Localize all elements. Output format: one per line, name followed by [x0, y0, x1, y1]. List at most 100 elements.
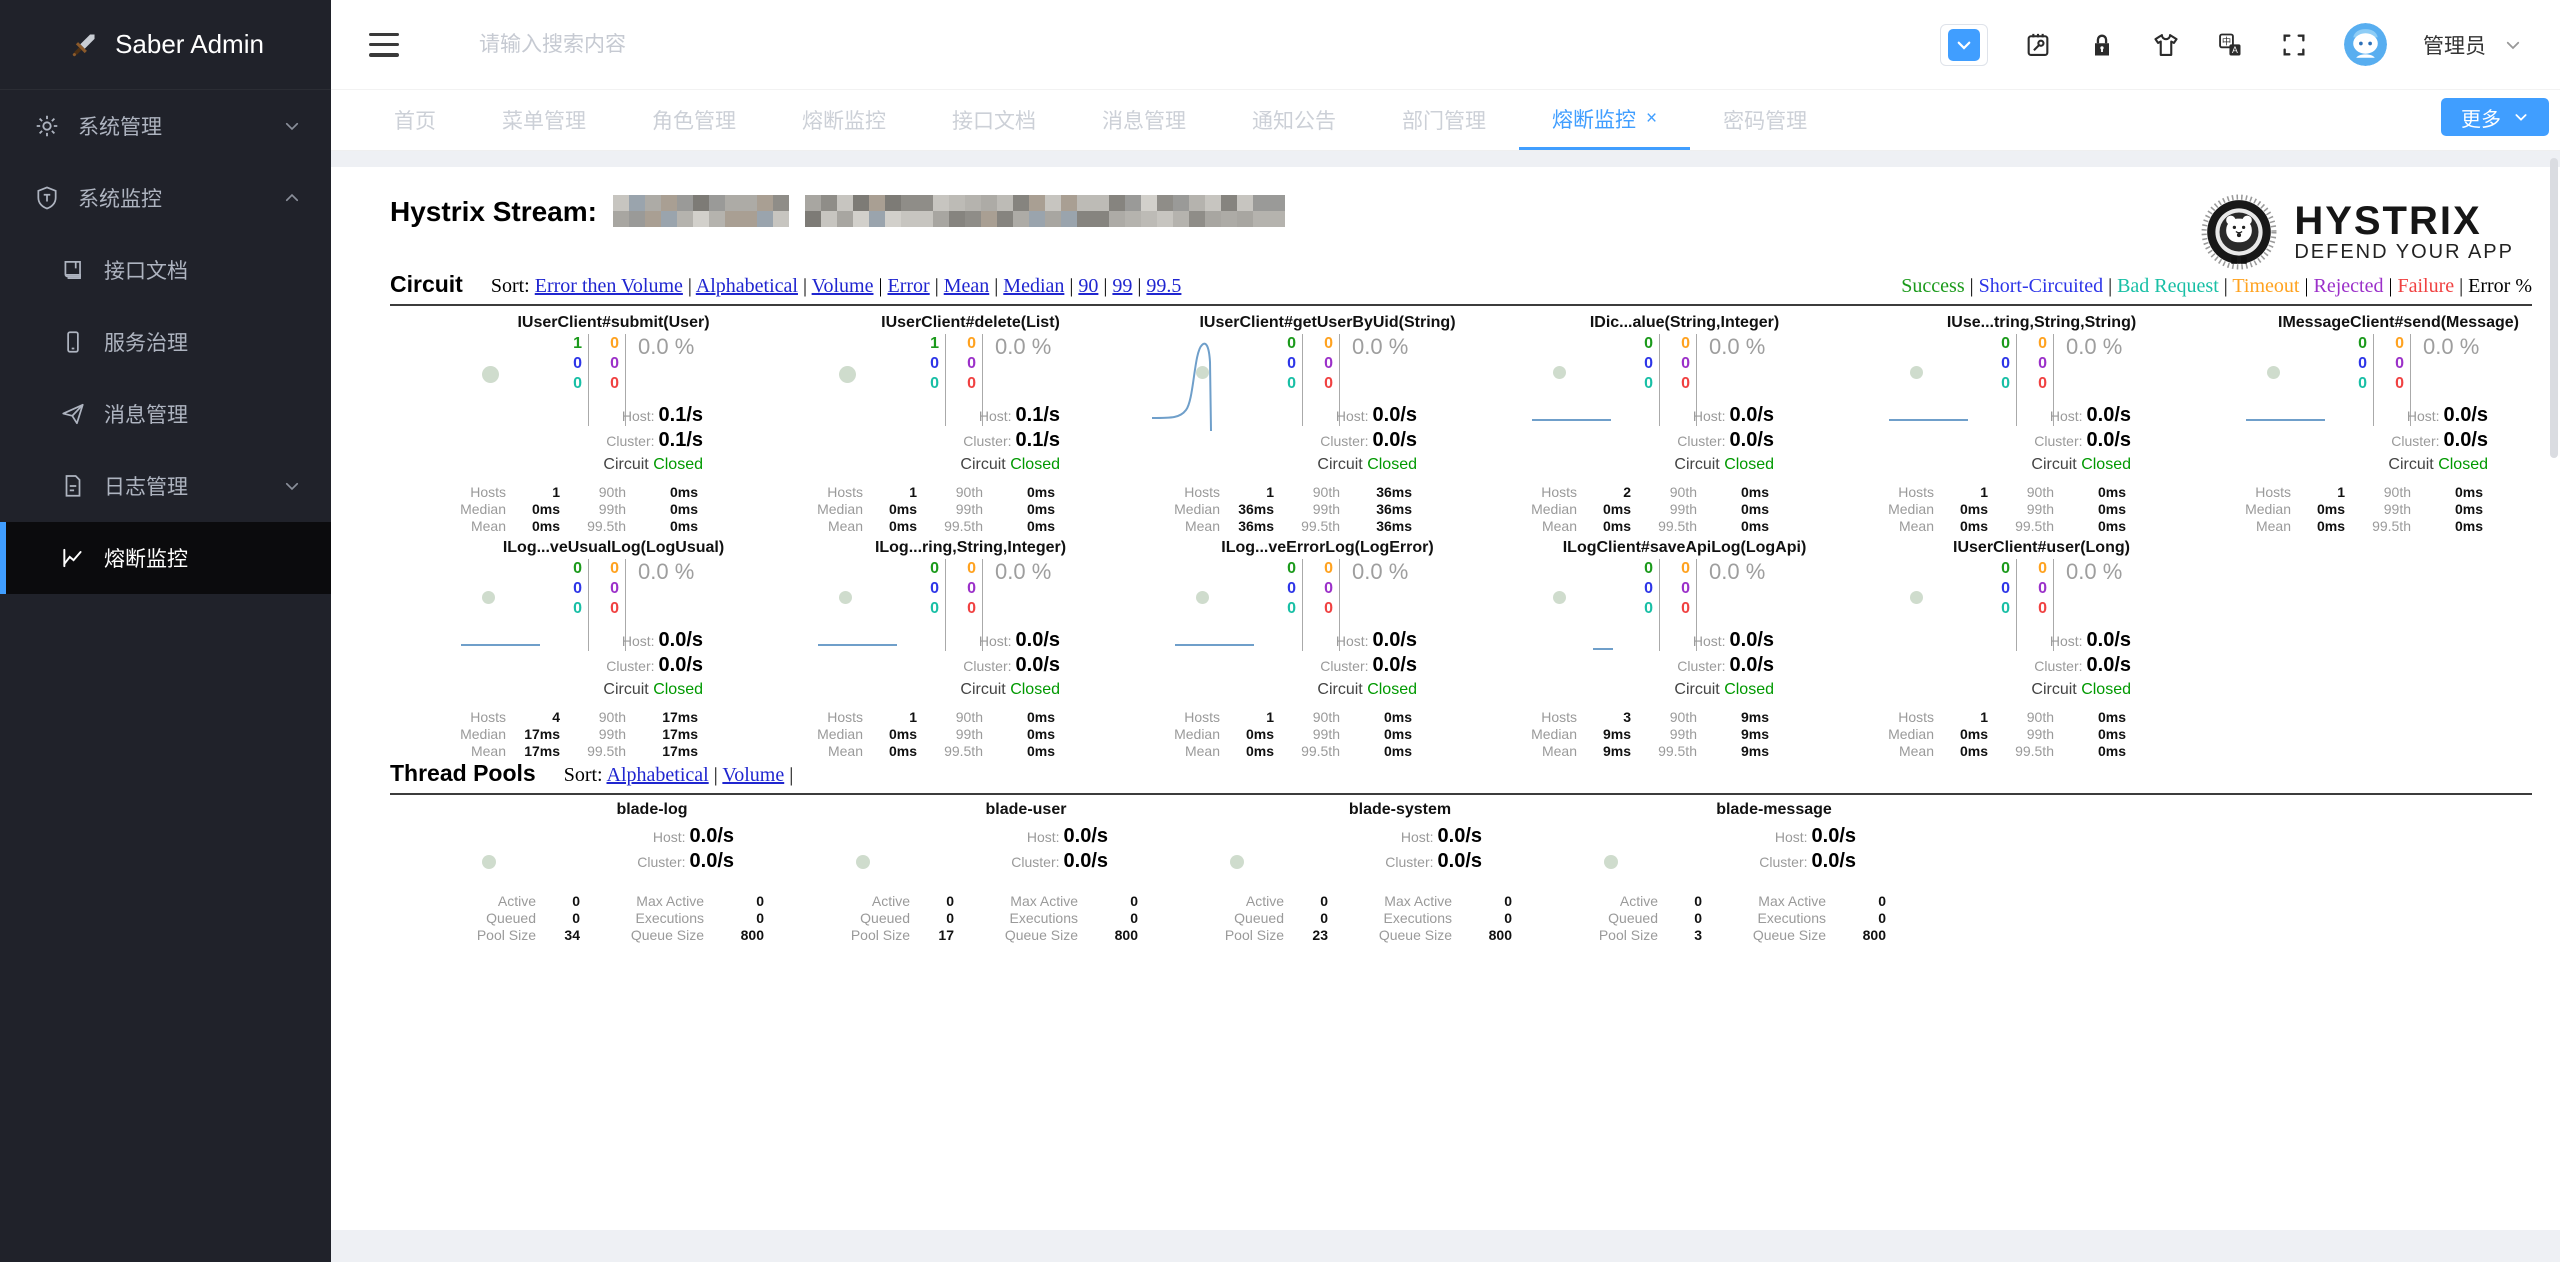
success-count: 0 [930, 560, 939, 577]
sort-link[interactable]: 90 [1078, 275, 1099, 297]
tab-item[interactable]: 密码管理 [1690, 90, 1840, 150]
sidebar: Saber Admin 系统管理 系统监控 接口文档 服务治理 消息管理 日志管理 熔断监控 [0, 0, 331, 1262]
sparkline [2246, 419, 2325, 421]
sidebar-item-system-monitor[interactable]: 系统监控 [0, 162, 331, 234]
sort-link[interactable]: Error [887, 275, 930, 297]
circuit-name: IUserClient#getUserByUid(String) [1199, 314, 1456, 331]
tab-item[interactable]: 菜单管理 [469, 90, 619, 150]
sort-link[interactable]: Mean [943, 275, 990, 297]
sidebar-item-message-management[interactable]: 消息管理 [0, 378, 331, 450]
sidebar-item-label: 消息管理 [104, 404, 188, 427]
success-count: 0 [2358, 335, 2367, 352]
chevron-down-icon[interactable] [2504, 36, 2522, 54]
search-input[interactable] [479, 32, 939, 57]
bad-request-count: 0 [2358, 375, 2367, 392]
legend: Success | Short-Circuited | Bad Request … [1901, 275, 2532, 297]
failure-count: 0 [967, 600, 976, 617]
lock-icon[interactable] [2088, 31, 2116, 59]
rejected-count: 0 [1324, 580, 1333, 597]
close-icon[interactable]: × [1646, 107, 1658, 129]
cluster-rate: Cluster: 0.0/s [2034, 429, 2131, 451]
redacted-stream-url [613, 195, 1286, 227]
bad-request-count: 0 [930, 600, 939, 617]
sidebar-item-service-governance[interactable]: 服务治理 [0, 306, 331, 378]
tab-item[interactable]: 角色管理 [619, 90, 769, 150]
thread-pool-card: blade-user Host: 0.0/s Cluster: 0.0/s Acti… [764, 795, 1138, 955]
host-rate: Host: 0.1/s [621, 404, 703, 426]
cluster-rate: Cluster: 0.0/s [963, 654, 1060, 676]
failure-count: 0 [1324, 375, 1333, 392]
sidebar-item-circuit-monitor[interactable]: 熔断监控 [0, 522, 331, 594]
cluster-rate: Cluster: 0.0/s [1320, 654, 1417, 676]
hystrix-logo-subtitle: DEFEND YOUR APP [2294, 240, 2514, 263]
sort-link[interactable]: 99 [1112, 275, 1133, 297]
stream-row: Hystrix Stream: HYSTRIX DEFEND YOUR [390, 194, 2532, 270]
avatar[interactable] [2344, 23, 2387, 66]
circuit-card: ILog...ring,String,Integer) 0 0 0 0 0 0 0.0 … [747, 531, 1104, 759]
legend-item: Error % [2468, 275, 2532, 297]
sort-link[interactable]: Error then Volume [534, 275, 683, 297]
volume-circle-icon [1196, 591, 1209, 604]
tab-item[interactable]: 首页 [361, 90, 469, 150]
latency-stats: Hosts 1 90th 0ms Median 0ms 99th 0ms Mean 0ms 99… [1888, 709, 2126, 759]
rejected-count: 0 [967, 355, 976, 372]
timeout-count: 0 [2038, 560, 2047, 577]
scrollbar-thumb[interactable] [2550, 158, 2558, 458]
cluster-rate: Cluster: 0.0/s [606, 654, 703, 676]
bad-request-count: 0 [573, 600, 582, 617]
sort-label: Sort: [490, 275, 530, 297]
tab-item[interactable]: 熔断监控 × [1519, 90, 1691, 150]
svg-text:中: 中 [2222, 35, 2231, 46]
sort-link[interactable]: Volume [722, 764, 785, 786]
sort-link[interactable]: Volume [811, 275, 874, 297]
theme-icon[interactable] [2152, 31, 2180, 59]
cluster-rate: Cluster: 0.1/s [963, 429, 1060, 451]
circuit-name: ILog...ring,String,Integer) [874, 539, 1067, 556]
bad-request-count: 0 [930, 375, 939, 392]
clipboard-icon[interactable] [2024, 31, 2052, 59]
sort-link[interactable]: Median [1003, 275, 1065, 297]
tab-item[interactable]: 接口文档 [919, 90, 1069, 150]
circuit-chart-zone: 1 0 0 0 0 0 0.0 % Host: 0.1/s Cluster: 0.1/s C… [390, 332, 747, 484]
tab-item[interactable]: 熔断监控 [769, 90, 919, 150]
dropdown-button[interactable] [1940, 23, 1988, 66]
host-rate: Host: 0.1/s [978, 404, 1060, 426]
cluster-rate: Cluster: 0.0/s [1677, 654, 1774, 676]
error-percent: 0.0 % [995, 334, 1052, 359]
hamburger-icon[interactable] [369, 32, 399, 57]
sparkline [461, 644, 540, 646]
latency-stats: Hosts 3 90th 9ms Median 9ms 99th 9ms Mean 9ms 99… [1531, 709, 1769, 759]
sort-link[interactable]: Alphabetical [695, 275, 798, 297]
tab-item[interactable]: 通知公告 [1219, 90, 1369, 150]
failure-count: 0 [1324, 600, 1333, 617]
error-percent: 0.0 % [2066, 559, 2123, 584]
volume-circle-icon [482, 366, 499, 383]
more-button[interactable]: 更多 [2441, 98, 2549, 136]
rejected-count: 0 [610, 580, 619, 597]
sidebar-item-system-management[interactable]: 系统管理 [0, 90, 331, 162]
timeout-count: 0 [1324, 560, 1333, 577]
legend-item: Failure [2397, 275, 2455, 297]
success-count: 0 [2001, 335, 2010, 352]
sidebar-item-api-doc[interactable]: 接口文档 [0, 234, 331, 306]
rejected-count: 0 [2038, 355, 2047, 372]
fullscreen-icon[interactable] [2280, 31, 2308, 59]
circuit-chart-zone: 0 0 0 0 0 0 0.0 % Host: 0.0/s Cluster: 0.0/s C… [390, 557, 747, 709]
sparkline [1175, 644, 1254, 646]
volume-circle-icon [2267, 366, 2280, 379]
sidebar-item-log-management[interactable]: 日志管理 [0, 450, 331, 522]
pool-name: blade-message [1716, 801, 1832, 818]
tab-label: 角色管理 [652, 110, 736, 133]
circuit-card: ILog...veUsualLog(LogUsual) 0 0 0 0 0 0 0.0 … [390, 531, 747, 759]
tab-item[interactable]: 消息管理 [1069, 90, 1219, 150]
sort-link[interactable]: 99.5 [1146, 275, 1182, 297]
bad-request-count: 0 [2001, 600, 2010, 617]
circuit-status: Circuit Closed [2031, 456, 2131, 473]
user-name[interactable]: 管理员 [2423, 34, 2486, 58]
sort-link[interactable]: Alphabetical [606, 764, 709, 786]
tab-item[interactable]: 部门管理 [1369, 90, 1519, 150]
scrollbar[interactable] [2550, 156, 2558, 1256]
pool-sort-row: Sort: Alphabetical | Volume | [563, 764, 794, 786]
